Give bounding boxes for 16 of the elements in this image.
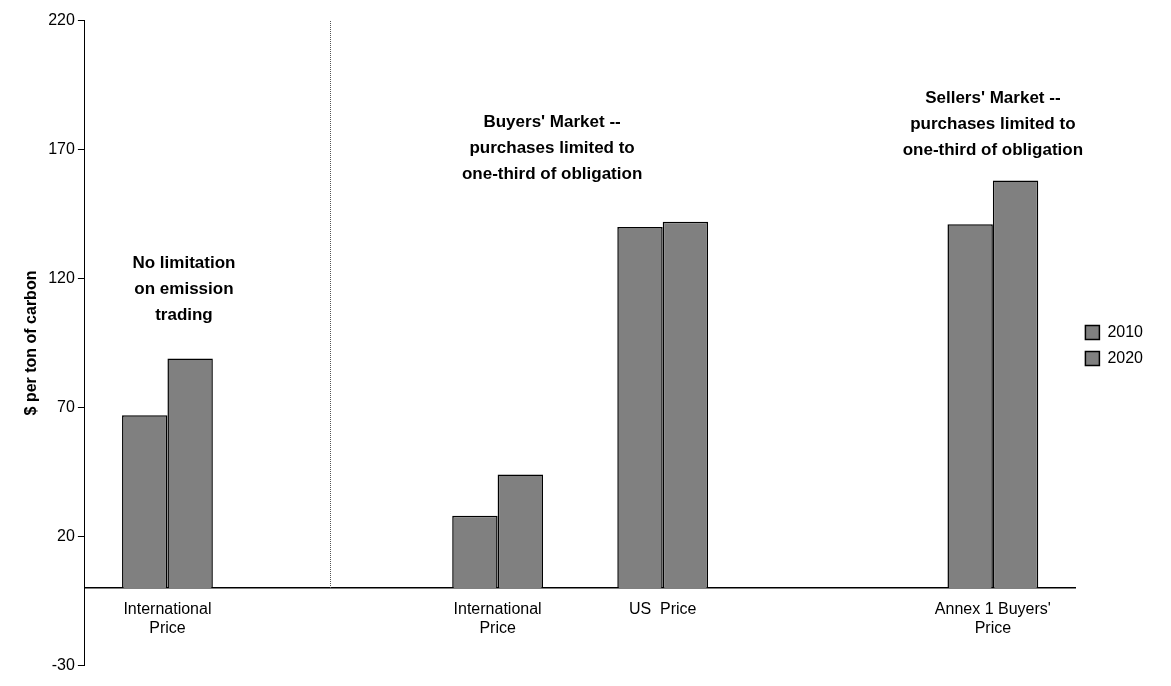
y-tick-label: -30 [51,655,75,673]
x-tick-label: International Price [123,600,212,637]
x-tick-label: Annex 1 Buyers' Price [934,600,1051,637]
y-tick-label: 120 [48,268,75,286]
y-axis-title: $ per ton of carbon [22,270,40,416]
annotation: Buyers' Market -- purchases limited to one-third of obligation [461,111,643,183]
annotation: Sellers' Market -- purchases limited to one-third of obligation [902,88,1084,160]
annotation: No limitation on emission trading [132,253,236,325]
legend-label: 2020 [1107,348,1144,366]
x-tick-label: US Price [628,600,697,618]
y-tick-label: 220 [48,11,75,29]
legend-label: 2010 [1107,322,1144,340]
y-tick-label: 170 [48,139,75,157]
y-tick-label: 20 [57,526,75,544]
y-tick-label: 70 [57,397,75,415]
x-tick-label: International Price [453,600,542,637]
